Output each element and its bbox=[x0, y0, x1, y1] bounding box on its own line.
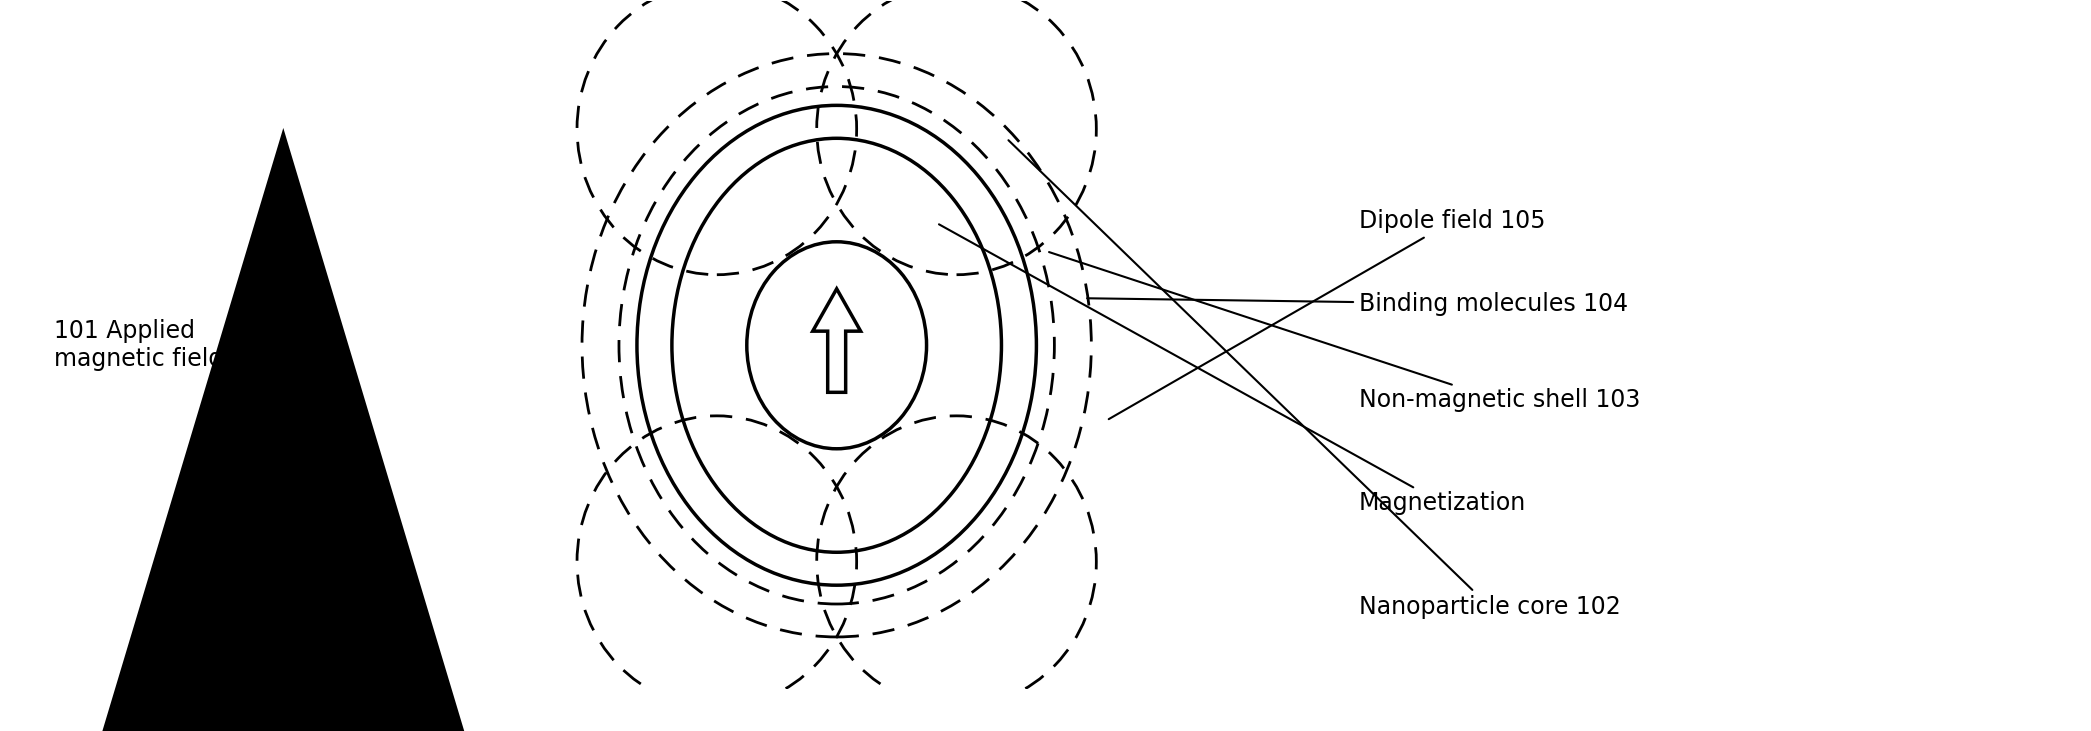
Text: Binding molecules 104: Binding molecules 104 bbox=[1087, 292, 1629, 316]
Text: Dipole field 105: Dipole field 105 bbox=[1108, 210, 1545, 419]
Text: Nanoparticle core 102: Nanoparticle core 102 bbox=[1008, 140, 1621, 618]
Text: Non-magnetic shell 103: Non-magnetic shell 103 bbox=[1050, 252, 1639, 412]
Text: Magnetization: Magnetization bbox=[939, 224, 1526, 515]
Text: 101 Applied
magnetic field: 101 Applied magnetic field bbox=[54, 319, 224, 371]
Polygon shape bbox=[813, 289, 861, 393]
